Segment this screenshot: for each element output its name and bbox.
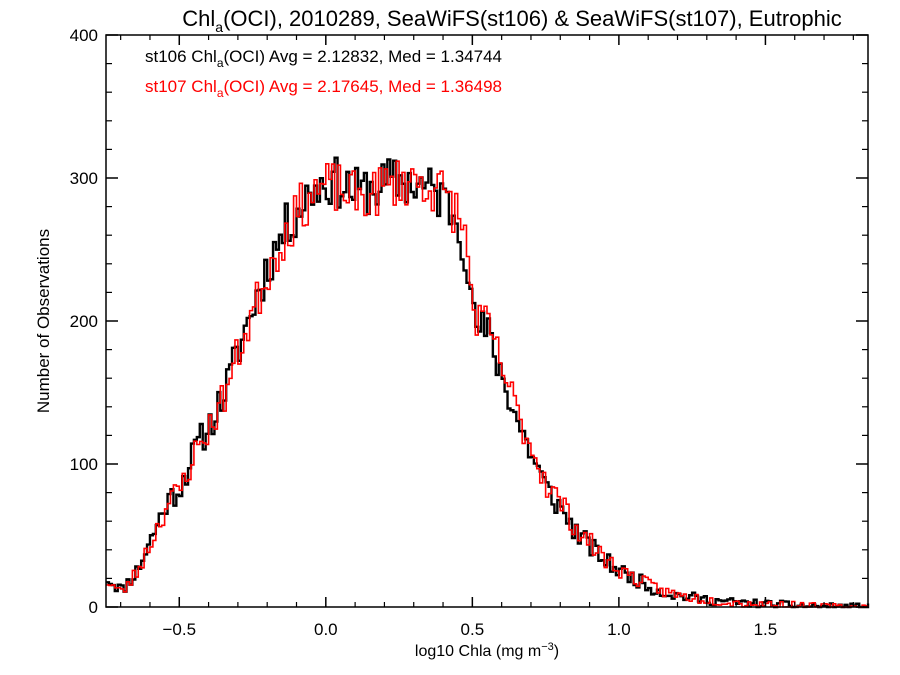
- y-tick-label: 300: [70, 169, 98, 188]
- x-tick-label: 1.5: [754, 620, 778, 639]
- series-layer: [106, 156, 870, 609]
- x-axis-label: log10 Chla (mg m−3): [415, 641, 559, 660]
- y-tick-label: 200: [70, 312, 98, 331]
- plot-area: −0.5 0.0 0.5 1.0 1.5 0 100 200 300 400: [70, 26, 870, 639]
- x-tick-label: 1.0: [607, 620, 631, 639]
- series-st107-histogram: [106, 160, 869, 608]
- chart-title: Chla(OCI), 2010289, SeaWiFS(st106) & Sea…: [182, 6, 842, 35]
- ticks-layer: −0.5 0.0 0.5 1.0 1.5 0 100 200 300 400: [70, 26, 868, 639]
- x-tick-label: 0.5: [461, 620, 485, 639]
- y-axis-label: Number of Observations: [34, 229, 53, 413]
- y-tick-label: 400: [70, 26, 98, 45]
- y-tick-label: 100: [70, 455, 98, 474]
- legend-st106-text: st106 Chla(OCI) Avg = 2.12832, Med = 1.3…: [145, 47, 502, 70]
- x-tick-label: 0.0: [314, 620, 338, 639]
- legend-st107-text: st107 Chla(OCI) Avg = 2.17645, Med = 1.3…: [145, 77, 502, 100]
- x-tick-label: −0.5: [162, 620, 196, 639]
- series-st106-histogram: [106, 156, 870, 609]
- y-tick-label: 0: [89, 598, 98, 617]
